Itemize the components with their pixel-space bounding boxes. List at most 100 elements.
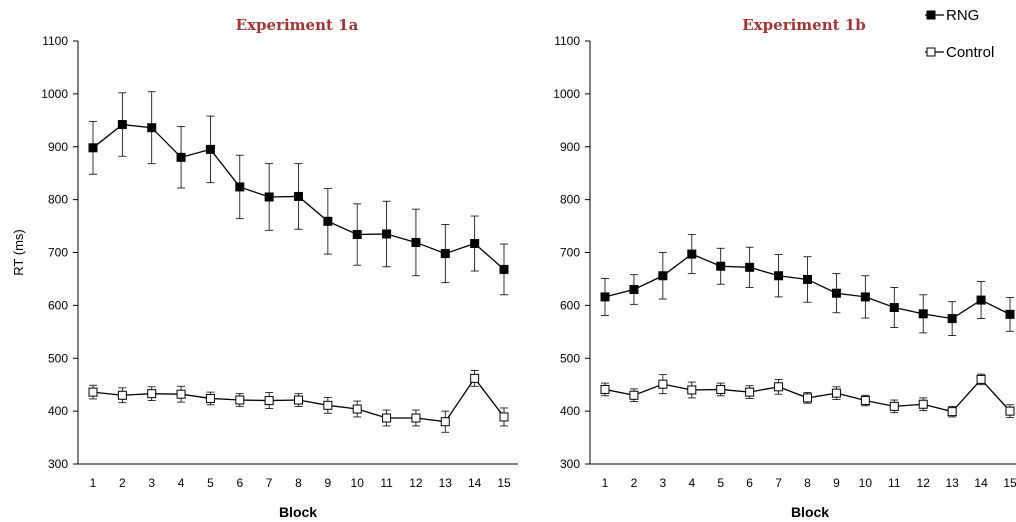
data-point <box>687 249 697 259</box>
data-point <box>947 407 957 417</box>
x-tick-label: 1 <box>90 476 97 490</box>
data-point <box>889 302 899 312</box>
data-point <box>440 249 450 259</box>
data-point <box>382 229 392 239</box>
x-tick-label: 14 <box>468 476 482 490</box>
data-point <box>411 237 421 247</box>
x-tick-label: 7 <box>266 476 273 490</box>
data-point <box>235 182 245 192</box>
data-point <box>716 261 726 271</box>
x-tick-label: 10 <box>859 476 873 490</box>
series-rng <box>88 91 509 296</box>
y-tick-label: 300 <box>560 457 580 471</box>
data-point <box>205 144 215 154</box>
data-point <box>629 390 639 400</box>
data-point <box>803 393 812 403</box>
data-point <box>117 120 127 130</box>
y-tick-label: 400 <box>560 404 580 418</box>
x-axis-label: Block <box>279 504 317 520</box>
y-tick-label: 300 <box>48 457 68 471</box>
data-point <box>88 143 98 153</box>
data-point <box>947 314 957 324</box>
x-tick-label: 9 <box>325 476 332 490</box>
y-tick-label: 900 <box>560 140 580 154</box>
data-point <box>147 123 157 133</box>
y-tick-label: 500 <box>560 351 580 365</box>
data-point <box>918 399 928 409</box>
data-point <box>745 262 755 272</box>
data-point <box>411 413 421 423</box>
x-tick-label: 15 <box>1003 476 1016 490</box>
x-tick-label: 14 <box>974 476 988 490</box>
x-tick-label: 5 <box>717 476 724 490</box>
data-point <box>658 379 668 389</box>
data-point <box>831 388 841 398</box>
data-point <box>600 292 610 302</box>
data-point <box>176 389 186 399</box>
legend-marker <box>926 10 936 20</box>
series-rng <box>600 234 1015 336</box>
data-point <box>88 387 98 397</box>
data-point <box>774 382 784 392</box>
data-point <box>600 384 610 394</box>
data-point <box>745 387 755 397</box>
data-point <box>1005 406 1015 416</box>
x-tick-label: 11 <box>380 476 393 490</box>
data-point <box>831 288 841 298</box>
y-tick-label: 900 <box>48 140 68 154</box>
data-point <box>205 393 215 403</box>
legend: RNG Control <box>925 7 994 61</box>
data-point <box>382 413 392 423</box>
x-tick-label: 6 <box>746 476 753 490</box>
x-tick-label: 9 <box>833 476 840 490</box>
data-point <box>470 239 480 249</box>
data-point <box>1005 309 1015 319</box>
panel-experiment-1a: Experiment 1a300400500600700800900100011… <box>11 16 518 520</box>
panel-experiment-1b: Experiment 1b300400500600700800900100011… <box>553 16 1016 520</box>
y-tick-label: 600 <box>48 298 68 312</box>
y-tick-label: 500 <box>48 351 68 365</box>
chart-title: Experiment 1a <box>236 16 359 34</box>
x-tick-label: 13 <box>439 476 453 490</box>
x-tick-label: 1 <box>602 476 609 490</box>
data-point <box>294 191 303 201</box>
data-point <box>176 152 186 162</box>
data-point <box>774 271 784 281</box>
data-point <box>352 230 362 240</box>
data-point <box>976 295 986 305</box>
y-tick-label: 400 <box>48 404 68 418</box>
x-tick-label: 13 <box>945 476 959 490</box>
data-point <box>860 396 870 406</box>
y-tick-label: 1000 <box>41 87 68 101</box>
y-tick-label: 1100 <box>42 34 68 48</box>
data-point <box>470 373 480 383</box>
x-axis-label: Block <box>791 504 829 520</box>
x-tick-label: 2 <box>631 476 638 490</box>
y-tick-label: 700 <box>560 246 580 260</box>
x-tick-label: 3 <box>660 476 667 490</box>
data-point <box>352 404 362 414</box>
data-point <box>803 274 812 284</box>
data-point <box>294 395 303 405</box>
data-point <box>716 384 726 394</box>
data-point <box>860 292 870 302</box>
series-control <box>88 370 509 433</box>
chart-title: Experiment 1b <box>742 16 865 34</box>
x-tick-label: 12 <box>409 476 423 490</box>
y-tick-label: 800 <box>560 193 580 207</box>
x-tick-label: 12 <box>917 476 931 490</box>
data-point <box>976 374 986 384</box>
data-point <box>629 285 639 295</box>
y-tick-label: 1100 <box>554 34 580 48</box>
data-point <box>918 309 928 319</box>
data-point <box>117 390 127 400</box>
data-point <box>440 417 450 427</box>
x-tick-label: 8 <box>804 476 811 490</box>
data-point <box>323 400 333 410</box>
data-point <box>235 395 245 405</box>
data-point <box>323 216 333 226</box>
legend-marker <box>926 47 936 57</box>
x-tick-label: 2 <box>119 476 126 490</box>
x-tick-label: 11 <box>888 476 901 490</box>
